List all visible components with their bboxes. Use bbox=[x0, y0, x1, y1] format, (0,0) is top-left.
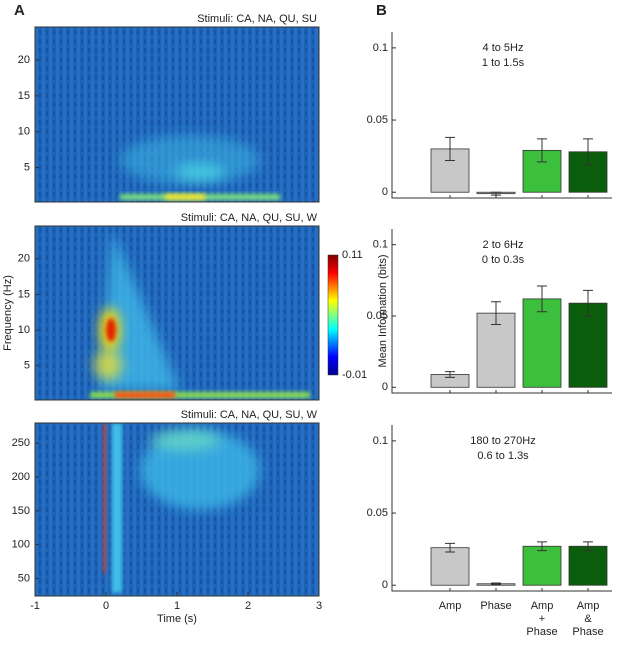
y-tick-label: 20 bbox=[18, 54, 30, 66]
y-tick-label: 0.1 bbox=[373, 239, 388, 251]
error-bar bbox=[537, 541, 547, 552]
annotation: 0 to 0.3s bbox=[482, 254, 525, 266]
y-tick-label: 50 bbox=[18, 572, 30, 584]
y-tick-label: 5 bbox=[24, 360, 30, 372]
y-tick-label: 0.1 bbox=[373, 435, 388, 447]
bar bbox=[568, 302, 608, 388]
y-axis-label: Mean Information (bits) bbox=[377, 254, 389, 367]
y-tick-label: 250 bbox=[12, 437, 30, 449]
axis bbox=[391, 425, 612, 592]
error-bar bbox=[491, 582, 501, 586]
error-bar bbox=[537, 138, 547, 163]
y-tick-label: 15 bbox=[18, 288, 30, 300]
y-tick-label: 100 bbox=[12, 539, 30, 551]
chart-title: Stimuli: CA, NA, QU, SU bbox=[197, 13, 317, 25]
heatmap-image bbox=[35, 423, 319, 596]
x-tick-label: 3 bbox=[316, 600, 322, 612]
y-tick-label: 200 bbox=[12, 471, 30, 483]
y-tick-label: 10 bbox=[18, 324, 30, 336]
x-tick-label: Amp bbox=[439, 600, 462, 612]
x-tick-label: 1 bbox=[174, 600, 180, 612]
chart-title: Stimuli: CA, NA, QU, SU, W bbox=[181, 212, 318, 224]
error-bar bbox=[445, 542, 455, 553]
annotation: 0.6 to 1.3s bbox=[477, 450, 529, 462]
heatmap-image bbox=[35, 27, 319, 202]
error-bar bbox=[583, 138, 593, 166]
x-axis-label: Time (s) bbox=[157, 613, 197, 625]
y-tick-label: 0.05 bbox=[367, 310, 388, 322]
bar bbox=[522, 298, 562, 388]
panel-label: B bbox=[376, 2, 387, 19]
x-tick-label: Amp bbox=[531, 600, 554, 612]
x-tick-label: Phase bbox=[480, 600, 511, 612]
axis bbox=[391, 32, 612, 199]
bar bbox=[522, 545, 562, 586]
y-tick-label: 15 bbox=[18, 90, 30, 102]
y-tick-label: 0.05 bbox=[367, 114, 388, 126]
panel-label: A bbox=[14, 2, 25, 19]
error-bar bbox=[583, 541, 593, 552]
x-tick-label: Amp bbox=[577, 600, 600, 612]
y-tick-label: 0.1 bbox=[373, 42, 388, 54]
colorbar-label: -0.01 bbox=[342, 369, 367, 381]
colorbar-label: 0.11 bbox=[342, 249, 363, 261]
error-bar bbox=[445, 371, 455, 378]
chart-title: Stimuli: CA, NA, QU, SU, W bbox=[181, 409, 318, 421]
y-tick-label: 0 bbox=[382, 579, 388, 591]
error-bar bbox=[491, 301, 501, 326]
error-bar bbox=[583, 289, 593, 317]
plot-frame bbox=[34, 225, 320, 401]
y-tick-label: 5 bbox=[24, 161, 30, 173]
bar bbox=[568, 545, 608, 586]
annotation: 2 to 6Hz bbox=[483, 239, 524, 251]
error-bar bbox=[445, 136, 455, 161]
colorbar bbox=[327, 254, 339, 376]
annotation: 4 to 5Hz bbox=[483, 42, 524, 54]
x-tick-label: -1 bbox=[30, 600, 40, 612]
x-tick-label: Phase bbox=[572, 626, 603, 638]
bar bbox=[476, 312, 516, 388]
x-tick-label: + bbox=[539, 613, 545, 625]
x-tick-label: 2 bbox=[245, 600, 251, 612]
y-tick-label: 150 bbox=[12, 505, 30, 517]
annotation: 1 to 1.5s bbox=[482, 57, 525, 69]
x-tick-label: Phase bbox=[526, 626, 557, 638]
plot-frame bbox=[34, 26, 320, 203]
x-tick-label: & bbox=[584, 613, 592, 625]
y-axis-label: Frequency (Hz) bbox=[2, 275, 14, 351]
annotation: 180 to 270Hz bbox=[470, 435, 535, 447]
bar bbox=[430, 547, 470, 586]
axis bbox=[391, 229, 612, 394]
heatmap-image bbox=[35, 226, 319, 400]
y-tick-label: 0 bbox=[382, 381, 388, 393]
y-tick-label: 10 bbox=[18, 126, 30, 138]
y-tick-label: 0 bbox=[382, 186, 388, 198]
y-tick-label: 20 bbox=[18, 253, 30, 265]
y-tick-label: 0.05 bbox=[367, 507, 388, 519]
error-bar bbox=[537, 285, 547, 313]
x-tick-label: 0 bbox=[103, 600, 109, 612]
